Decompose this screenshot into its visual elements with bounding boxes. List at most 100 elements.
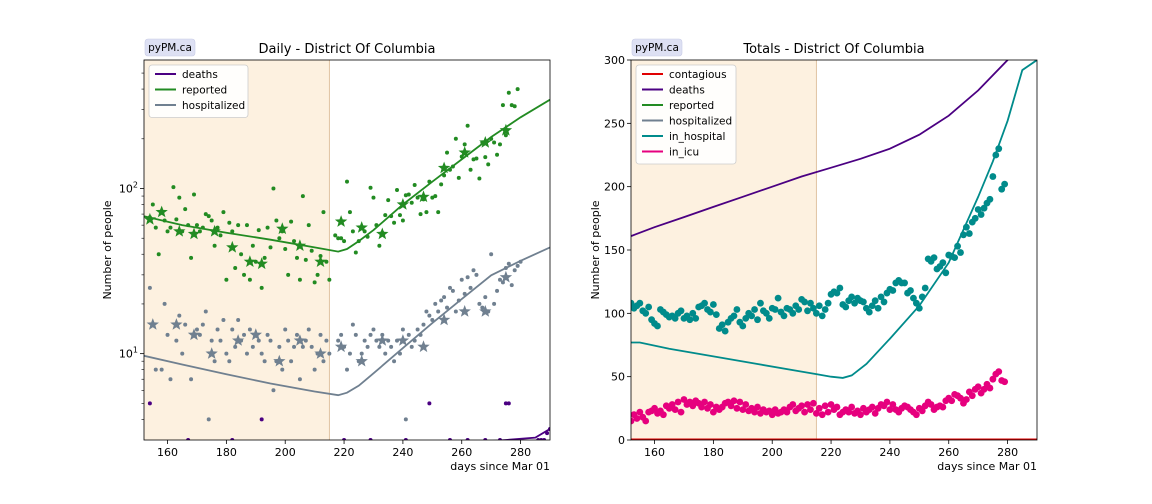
daily-point-hospitalized: [206, 417, 211, 422]
daily-point-hospitalized: [230, 327, 235, 332]
daily-point-deaths: [447, 438, 452, 440]
daily-point-reported: [233, 266, 238, 271]
data-point-in_icu: [801, 408, 808, 416]
data-point-in_hospital: [636, 299, 644, 307]
daily-point-hospitalized: [406, 332, 411, 337]
daily-point-deaths: [259, 417, 264, 422]
daily-point-reported: [418, 212, 423, 217]
data-point-in_icu: [680, 396, 688, 403]
daily-point-reported: [327, 277, 332, 282]
daily-point-reported: [371, 195, 376, 200]
data-point-in_icu: [821, 402, 829, 410]
daily-point-hospitalized: [309, 344, 314, 349]
data-point-in_hospital: [907, 287, 914, 294]
y-axis-label: Number of people: [101, 200, 114, 299]
data-point-in_hospital: [912, 299, 920, 307]
daily-point-reported: [168, 225, 173, 230]
data-point-in_hospital: [971, 214, 979, 222]
daily-point-reported: [486, 162, 491, 167]
daily-point-hospitalized: [421, 322, 426, 327]
daily-point-reported: [300, 194, 305, 199]
daily-point-hospitalized: [256, 338, 261, 343]
data-point-in_hospital: [818, 312, 826, 320]
daily-point-hospitalized: [515, 263, 520, 268]
x-tick-label: 260: [938, 446, 959, 459]
daily-point-hospitalized: [297, 377, 302, 382]
daily-point-reported: [356, 239, 361, 244]
daily-point-hospitalized: [495, 288, 500, 293]
weekly-star-reported: [458, 146, 471, 158]
data-point-in_hospital: [871, 297, 879, 305]
weekly-star-reported: [334, 215, 348, 227]
daily-point-reported: [315, 272, 320, 277]
data-point-in_hospital: [877, 293, 885, 301]
weekly-star-reported: [376, 227, 389, 240]
daily-point-hospitalized: [459, 277, 464, 282]
data-point-in_hospital: [812, 309, 820, 317]
data-point-in_hospital: [689, 309, 697, 317]
daily-point-reported: [247, 277, 252, 282]
daily-point-reported: [171, 185, 176, 190]
daily-point-hospitalized: [224, 351, 229, 356]
series-in_hospital: [631, 60, 1037, 379]
data-point-in_hospital: [765, 315, 773, 322]
data-point-in_icu: [857, 411, 864, 419]
daily-point-reported: [162, 218, 167, 223]
daily-point-reported: [236, 223, 241, 228]
daily-point-hospitalized: [392, 359, 397, 364]
data-point-in_icu: [1001, 378, 1009, 386]
daily-point-hospitalized: [215, 327, 220, 332]
data-point-in_hospital: [951, 254, 959, 261]
daily-point-hospitalized: [506, 261, 511, 266]
data-point-in_hospital: [977, 211, 985, 218]
daily-point-reported: [436, 210, 441, 215]
daily-point-reported: [477, 176, 482, 181]
data-point-in_icu: [659, 411, 667, 419]
daily-point-hospitalized: [153, 367, 158, 372]
model-line-deaths: [492, 428, 550, 440]
weekly-star-reported: [499, 123, 513, 136]
data-point-in_icu: [739, 406, 747, 413]
daily-point-hospitalized: [403, 417, 408, 422]
daily-point-reported: [483, 155, 488, 160]
data-point-in_hospital: [851, 299, 858, 307]
data-point-in_hospital: [860, 298, 867, 306]
data-point-in_icu: [736, 398, 744, 406]
data-point-in_hospital: [921, 284, 929, 292]
daily-point-deaths: [548, 426, 550, 431]
daily-point-hospitalized: [383, 351, 388, 356]
weekly-star-hospitalized: [479, 305, 492, 317]
daily-point-hospitalized: [174, 338, 179, 343]
y-tick-exponent: 2: [133, 181, 138, 190]
daily-point-reported: [212, 243, 217, 248]
data-point-in_icu: [889, 401, 897, 408]
daily-point-reported: [389, 214, 394, 219]
daily-point-hospitalized: [439, 298, 444, 303]
x-tick-label: 160: [644, 446, 665, 459]
data-point-in_hospital: [965, 230, 973, 237]
daily-point-hospitalized: [318, 332, 323, 337]
y-tick-exponent: 1: [133, 346, 138, 355]
data-point-in_icu: [804, 401, 811, 408]
data-point-in_hospital: [954, 242, 961, 250]
daily-point-deaths: [539, 438, 544, 440]
data-point-in_hospital: [962, 223, 970, 231]
daily-point-hospitalized: [418, 332, 423, 337]
x-tick-label: 200: [762, 446, 783, 459]
daily-point-deaths: [542, 438, 547, 440]
data-point-in_hospital: [804, 307, 811, 315]
daily-point-reported: [400, 218, 405, 223]
weekly-star-reported: [437, 161, 451, 174]
daily-point-hospitalized: [397, 351, 402, 356]
y-tick-label: 102: [119, 181, 138, 196]
daily-point-hospitalized: [209, 338, 214, 343]
daily-point-reported: [277, 236, 282, 241]
data-point-in_hospital: [815, 302, 823, 310]
daily-point-hospitalized: [409, 344, 414, 349]
daily-point-reported: [353, 250, 358, 255]
data-point-in_icu: [807, 406, 814, 413]
data-point-in_icu: [989, 375, 997, 383]
daily-point-reported: [186, 223, 191, 228]
daily-point-hospitalized: [218, 338, 223, 343]
